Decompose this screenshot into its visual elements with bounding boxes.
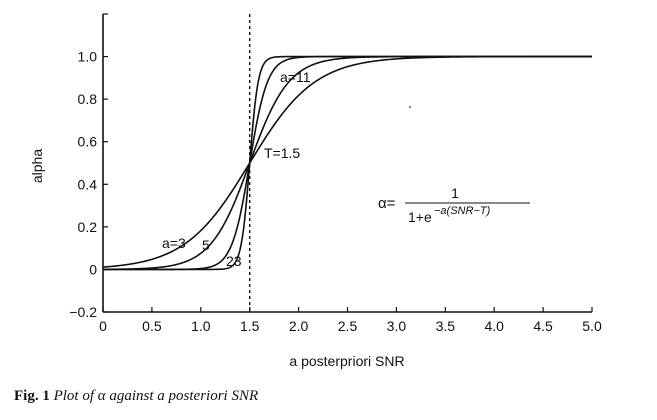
figure-caption: Fig. 1 Plot of α against a posteriori SN…	[14, 388, 258, 405]
scan-speck	[409, 106, 411, 108]
sigmoid-curves	[102, 55, 592, 271]
x-tick-label: 0	[99, 318, 107, 334]
formula-denominator: 1+e	[408, 209, 432, 225]
formula-lhs: α=	[378, 195, 396, 212]
x-tick-label: 1.5	[240, 318, 260, 334]
x-tick-label: 3.0	[387, 318, 407, 334]
y-tick-label: 0.2	[78, 219, 98, 235]
y-tick-label: 1.0	[78, 49, 98, 65]
x-axis-label: a posterpriori SNR	[289, 353, 404, 369]
annotation-a23: 23	[226, 253, 242, 269]
annotation-a3: a=3	[162, 235, 186, 251]
x-tick-label: 4.0	[484, 318, 504, 334]
tick-marks	[102, 13, 593, 313]
caption-text: Plot of α against a posteriori SNR	[53, 388, 259, 404]
y-tick-label: −0.2	[69, 304, 97, 320]
y-tick-label: 0.6	[78, 134, 98, 150]
y-tick-label: 0	[89, 261, 97, 277]
x-tick-label: 0.5	[142, 318, 162, 334]
formula-numerator: 1	[451, 185, 459, 201]
formula-exponent: −a(SNR−T)	[434, 205, 491, 217]
annotation-a11: a=11	[280, 69, 311, 85]
x-tick-label: 2.0	[289, 318, 309, 334]
y-tick-label: 0.8	[78, 91, 98, 107]
annotation-a5: 5	[202, 237, 210, 253]
formula: α= 1 1+e −a(SNR−T)	[378, 185, 530, 225]
x-tick-label: 3.5	[436, 318, 456, 334]
x-tick-label: 4.5	[533, 318, 553, 334]
x-tick-label: 1.0	[191, 318, 211, 334]
annotation-threshold: T=1.5	[264, 145, 300, 161]
caption-figure-number: Fig. 1	[14, 388, 50, 404]
x-tick-label: 5.0	[582, 318, 602, 334]
tick-labels: 0 0.5 1.0 1.5 2.0 2.5 3.0 3.5 4.0 4.5 5.0−0.200.20…	[69, 49, 602, 334]
x-tick-label: 2.5	[338, 318, 358, 334]
y-tick-label: 0.4	[78, 176, 98, 192]
y-axis-label: alpha	[29, 149, 45, 183]
curve-a-23	[103, 55, 592, 271]
